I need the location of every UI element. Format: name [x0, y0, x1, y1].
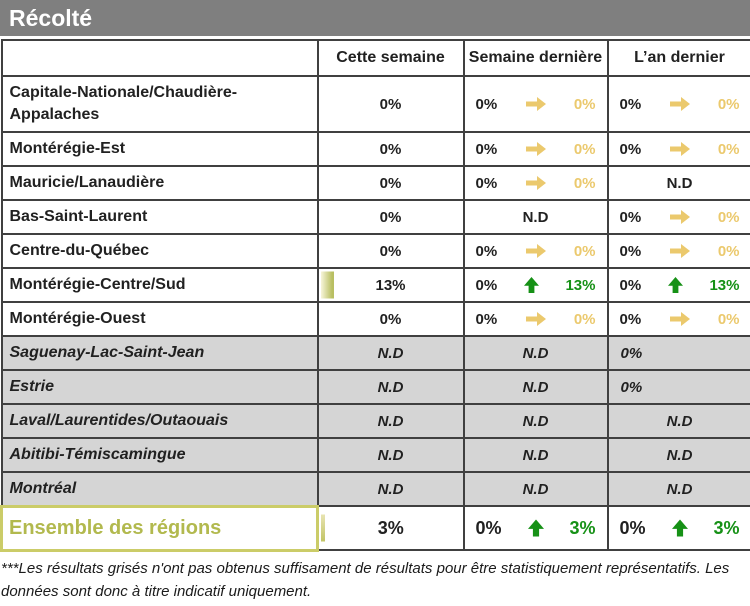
trend-cell: 0% 0%: [462, 301, 609, 337]
data-bar: [320, 271, 334, 299]
table-row: Capitale-Nationale/Chaudière-Appalaches …: [0, 75, 750, 133]
arrow-right-icon: [525, 312, 546, 326]
arrow-right-icon: [669, 97, 690, 111]
value-cell: 13%: [316, 267, 465, 303]
arrow-up-icon: [527, 519, 544, 537]
region-column-header: [0, 39, 319, 77]
nd-cell: N.D: [606, 437, 750, 473]
trend-cell: 0% 0%: [462, 233, 609, 269]
column-header-this-week: Cette semaine: [316, 39, 465, 77]
trend-cell: 0% 0%: [606, 75, 750, 133]
trend-cell: 0% 13%: [606, 267, 750, 303]
arrow-right-icon: [525, 97, 546, 111]
region-name: Saguenay-Lac-Saint-Jean: [0, 335, 319, 371]
region-name: Montérégie-Ouest: [0, 301, 319, 337]
trend-cell: 0% 0%: [462, 75, 609, 133]
nd-cell: N.D: [462, 369, 609, 405]
value-cell: 0%: [606, 335, 750, 371]
region-name: Montérégie-Centre/Sud: [0, 267, 319, 303]
table-header-row: Cette semaine Semaine dernière L’an dern…: [0, 39, 750, 77]
region-name: Estrie: [0, 369, 319, 405]
arrow-up-icon: [671, 519, 688, 537]
value-cell: 3%: [316, 505, 465, 551]
column-header-last-year: L’an dernier: [606, 39, 750, 77]
nd-cell: N.D: [606, 403, 750, 439]
value-cell: 0%: [316, 131, 465, 167]
table-row-grayed: Laval/Laurentides/Outaouais N.D N.D N.D: [0, 403, 750, 439]
arrow-right-icon: [669, 244, 690, 258]
value-cell: 0%: [316, 301, 465, 337]
arrow-up-icon: [523, 277, 539, 293]
trend-cell: 0% 0%: [606, 131, 750, 167]
region-name: Mauricie/Lanaudière: [0, 165, 319, 201]
region-name: Montérégie-Est: [0, 131, 319, 167]
table-row-grayed: Montréal N.D N.D N.D: [0, 471, 750, 507]
trend-cell: 0% 0%: [606, 233, 750, 269]
data-bar: [321, 514, 325, 542]
region-name: Centre-du-Québec: [0, 233, 319, 269]
value-cell: 0%: [316, 199, 465, 235]
nd-cell: N.D: [316, 335, 465, 371]
table-row: Montérégie-Est 0% 0% 0% 0% 0%: [0, 131, 750, 167]
table-row: Bas-Saint-Laurent 0% N.D 0% 0%: [0, 199, 750, 235]
table-row-grayed: Abitibi-Témiscamingue N.D N.D N.D: [0, 437, 750, 473]
table-row-grayed: Saguenay-Lac-Saint-Jean N.D N.D 0%: [0, 335, 750, 371]
trend-cell: 0% 0%: [462, 165, 609, 201]
trend-cell: 0% 3%: [462, 505, 609, 551]
region-name: Capitale-Nationale/Chaudière-Appalaches: [0, 75, 319, 133]
trend-cell: 0% 0%: [606, 301, 750, 337]
value-cell: 0%: [606, 369, 750, 405]
section-title: Récolté: [9, 4, 93, 31]
trend-cell: 0% 0%: [462, 131, 609, 167]
nd-cell: N.D: [316, 369, 465, 405]
total-label: Ensemble des régions: [0, 504, 319, 552]
region-name: Abitibi-Témiscamingue: [0, 437, 319, 473]
nd-cell: N.D: [606, 165, 750, 201]
nd-cell: N.D: [462, 471, 609, 507]
nd-cell: N.D: [316, 403, 465, 439]
table-row: Mauricie/Lanaudière 0% 0% 0% N.D: [0, 165, 750, 201]
arrow-right-icon: [525, 142, 546, 156]
trend-cell: 0% 0%: [606, 199, 750, 235]
arrow-right-icon: [669, 210, 690, 224]
nd-cell: N.D: [316, 471, 465, 507]
value-cell: 0%: [316, 165, 465, 201]
value-cell: 0%: [316, 75, 465, 133]
region-name: Montréal: [0, 471, 319, 507]
arrow-up-icon: [667, 277, 683, 293]
nd-cell: N.D: [462, 199, 609, 235]
nd-cell: N.D: [462, 437, 609, 473]
value-cell: 0%: [316, 233, 465, 269]
trend-cell: 0% 3%: [606, 505, 750, 551]
footnote-text: ***Les résultats grisés n'ont pas obtenu…: [1, 559, 730, 600]
region-name: Bas-Saint-Laurent: [0, 199, 319, 235]
section-title-bar: Récolté: [0, 0, 750, 36]
trend-cell: 0% 13%: [462, 267, 609, 303]
nd-cell: N.D: [316, 437, 465, 473]
column-header-last-week: Semaine dernière: [462, 39, 609, 77]
harvest-table: Cette semaine Semaine dernière L’an dern…: [0, 39, 750, 552]
nd-cell: N.D: [462, 403, 609, 439]
region-name: Laval/Laurentides/Outaouais: [0, 403, 319, 439]
arrow-right-icon: [669, 312, 690, 326]
arrow-right-icon: [525, 244, 546, 258]
table-row: Montérégie-Centre/Sud 13% 0% 13% 0% 13%: [0, 267, 750, 303]
table-row: Centre-du-Québec 0% 0% 0% 0% 0%: [0, 233, 750, 269]
total-row: Ensemble des régions 3% 0% 3% 0% 3%: [0, 504, 750, 552]
table-row-grayed: Estrie N.D N.D 0%: [0, 369, 750, 405]
arrow-right-icon: [525, 176, 546, 190]
arrow-right-icon: [669, 142, 690, 156]
table-row: Montérégie-Ouest 0% 0% 0% 0% 0%: [0, 301, 750, 337]
nd-cell: N.D: [462, 335, 609, 371]
nd-cell: N.D: [606, 471, 750, 507]
